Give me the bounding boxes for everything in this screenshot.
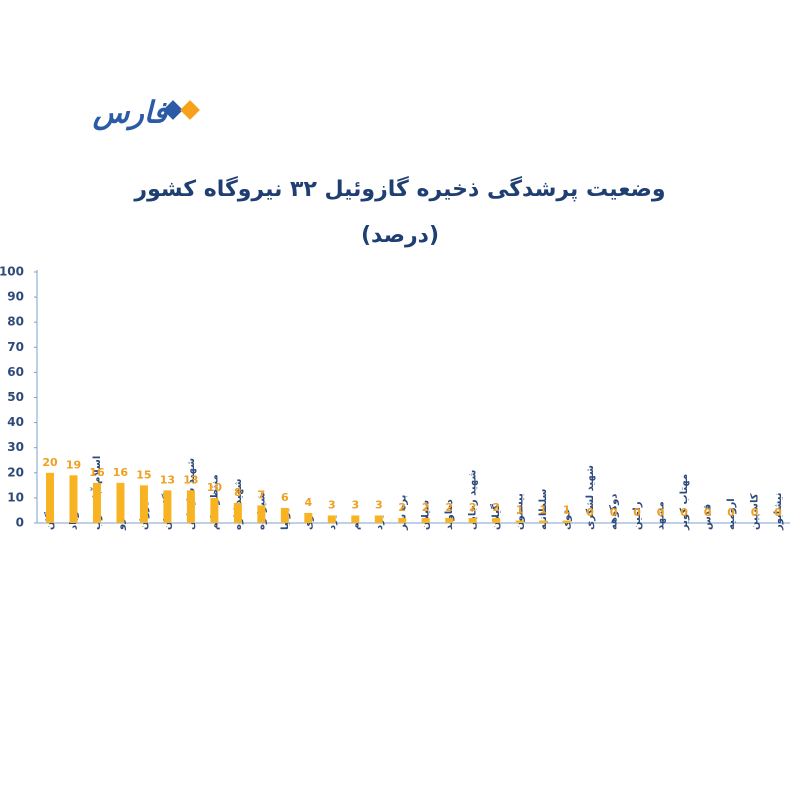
x-tick-label: شهید لشکری	[585, 465, 596, 530]
x-tick-label: نیشابور	[773, 492, 784, 531]
y-tick-label: 60	[7, 365, 24, 379]
value-label: 13	[183, 473, 198, 486]
bar	[562, 520, 571, 523]
bar	[163, 490, 172, 523]
y-tick-label: 40	[7, 415, 24, 429]
y-tick-label: 90	[7, 290, 24, 304]
value-label: 0	[774, 506, 782, 519]
bar	[210, 497, 219, 523]
bar	[515, 520, 524, 523]
bar	[69, 475, 78, 523]
value-label: 16	[89, 466, 105, 479]
bar	[92, 482, 101, 523]
value-label: 16	[113, 466, 129, 479]
value-label: 1	[563, 503, 571, 516]
value-label: 13	[160, 473, 175, 486]
value-label: 0	[680, 506, 688, 519]
bar	[468, 517, 477, 523]
value-label: 0	[610, 506, 618, 519]
x-tick-label: سلطانیه	[538, 489, 549, 530]
value-label: 0	[727, 506, 735, 519]
logo-text: فارس	[92, 96, 169, 131]
value-label: 1	[516, 503, 524, 516]
y-tick-label: 50	[7, 390, 24, 404]
y-tick-label: 80	[7, 315, 24, 329]
x-tick-label: کاسپین	[750, 493, 761, 530]
value-label: 2	[492, 501, 500, 514]
value-label: 3	[351, 498, 359, 511]
y-tick-label: 0	[16, 516, 24, 530]
bar	[46, 472, 54, 523]
bar	[139, 485, 148, 523]
value-label: 0	[751, 506, 759, 519]
x-tick-label: قدس	[703, 504, 714, 530]
bar	[257, 505, 266, 523]
value-label: 2	[469, 501, 477, 514]
logo: فارس	[92, 96, 200, 131]
y-tick-label: 20	[7, 465, 24, 479]
y-tick-label: 100	[0, 265, 24, 279]
value-label: 0	[704, 506, 712, 519]
x-tick-label: دماوند	[444, 499, 455, 530]
bar	[445, 517, 454, 523]
bar	[233, 502, 242, 523]
x-tick-label: ارومیه	[726, 498, 737, 530]
x-tick-label: رامین	[632, 501, 643, 530]
y-tick-label: 70	[7, 340, 24, 354]
bar	[351, 515, 360, 523]
bar	[304, 512, 313, 523]
value-label: 2	[445, 501, 453, 514]
value-label: 4	[304, 496, 312, 509]
x-tick-label: مشهد	[656, 501, 667, 530]
value-label: 3	[375, 498, 383, 511]
value-label: 15	[136, 468, 151, 481]
x-tick-label: شهید رجایی	[468, 469, 479, 530]
value-label: 2	[422, 501, 430, 514]
chart-title: وضعیت پرشدگی ذخیره گازوئیل ۳۲ نیروگاه کش…	[133, 175, 665, 202]
bar	[539, 520, 548, 523]
value-label: 0	[633, 506, 641, 519]
logo-diamond	[180, 100, 200, 120]
y-tick-label: 10	[7, 490, 24, 504]
bar	[186, 490, 195, 523]
x-tick-label: بیستون	[515, 493, 526, 530]
value-label: 7	[258, 488, 266, 501]
value-label: 1	[539, 503, 547, 516]
x-tick-label: بره سر	[397, 495, 408, 531]
bar	[374, 515, 383, 523]
value-label: 2	[398, 501, 406, 514]
bar	[327, 515, 336, 523]
bar	[116, 482, 125, 523]
bar	[421, 517, 430, 523]
value-label: 3	[328, 498, 336, 511]
chart-subtitle: (درصد)	[361, 223, 439, 248]
value-label: 20	[42, 456, 58, 469]
bar	[280, 507, 289, 523]
value-label: 0	[657, 506, 665, 519]
x-tick-label: خوی	[562, 507, 573, 530]
y-tick-label: 30	[7, 440, 24, 454]
x-tick-label: سیلان	[421, 500, 432, 530]
logo-diamond	[163, 100, 183, 120]
bar	[492, 517, 501, 523]
value-label: 19	[66, 458, 81, 471]
x-tick-label: مهتاب کویر	[679, 474, 690, 531]
value-label: 8	[234, 486, 242, 499]
x-tick-label: گیلان	[489, 504, 502, 530]
bar	[398, 517, 407, 523]
value-label: 0	[586, 506, 594, 519]
x-tick-label: دوکوهه	[609, 494, 620, 530]
value-label: 10	[207, 481, 223, 494]
value-label: 6	[281, 491, 289, 504]
